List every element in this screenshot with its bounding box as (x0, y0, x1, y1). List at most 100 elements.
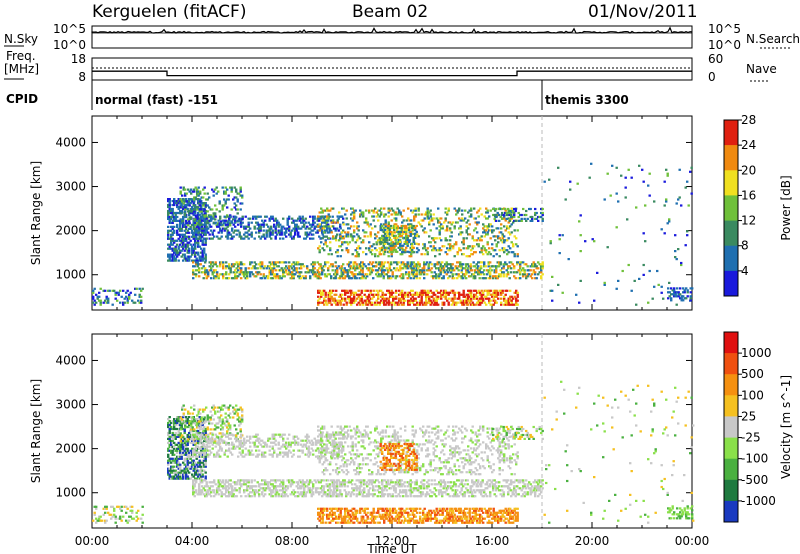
echo-cell (180, 229, 183, 232)
echo-cell (493, 271, 496, 274)
echo-cell (328, 265, 331, 268)
echo-cell (208, 449, 211, 452)
echo-cell (376, 271, 379, 274)
echo-cell (250, 453, 253, 456)
echo-cell (179, 186, 182, 189)
echo-cell (429, 303, 432, 306)
echo-cell (214, 428, 217, 431)
echo-cell (232, 223, 235, 226)
echo-cell (294, 273, 297, 276)
echo-cell (98, 299, 101, 302)
echo-cell (176, 239, 179, 242)
echo-cell (174, 257, 177, 260)
echo-cell (93, 303, 96, 306)
echo-cell (677, 293, 680, 296)
echo-cell (301, 219, 304, 222)
echo-cell (401, 247, 404, 250)
echo-cell (206, 198, 209, 201)
echo-cell (390, 261, 393, 264)
echo-cell (405, 267, 408, 270)
echo-cell (390, 295, 393, 298)
echo-cell (273, 223, 276, 226)
echo-cell (332, 289, 335, 292)
echo-cell (400, 273, 403, 276)
echo-cell (210, 441, 213, 444)
echo-cell (432, 275, 435, 278)
echo-cell (279, 223, 282, 226)
echo-cell (402, 299, 405, 302)
echo-cell (492, 229, 495, 232)
echo-cell (304, 275, 307, 278)
echo-cell (291, 275, 294, 278)
echo-cell (498, 289, 501, 292)
echo-cell (338, 245, 341, 248)
echo-cell (208, 237, 211, 240)
echo-cell (413, 217, 416, 220)
echo-cell (282, 273, 285, 276)
echo-cell (192, 247, 195, 250)
echo-cell (174, 245, 177, 248)
echo-cell (484, 265, 487, 268)
echo-cell (167, 243, 170, 246)
echo-cell (321, 291, 324, 294)
echo-cell (462, 303, 465, 306)
echo-cell (225, 443, 228, 446)
echo-cell (212, 194, 215, 197)
echo-cell (330, 291, 333, 294)
echo-cell (243, 227, 246, 230)
echo-cell (318, 273, 321, 276)
echo-cell (167, 447, 170, 450)
echo-cell (485, 225, 488, 228)
echo-cell (271, 215, 274, 218)
echo-cell (386, 301, 389, 304)
echo-cell (253, 275, 256, 278)
echo-cell (514, 219, 517, 222)
echo-cell (306, 231, 309, 234)
echo-cell (197, 194, 200, 197)
echo-cell (237, 265, 240, 268)
echo-cell (186, 475, 189, 478)
echo-cell (430, 263, 433, 266)
echo-cell (353, 299, 356, 302)
echo-cell (324, 261, 327, 264)
echo-cell (189, 225, 192, 228)
echo-cell (244, 267, 247, 270)
echo-cell (309, 269, 312, 272)
echo-cell (237, 445, 240, 448)
echo-cell (184, 426, 187, 429)
echo-cell (450, 235, 453, 238)
echo-cell (183, 449, 186, 452)
echo-cell (201, 259, 204, 262)
echo-cell (357, 237, 360, 240)
echo-cell (433, 265, 436, 268)
echo-cell (168, 211, 171, 215)
echo-cell (682, 291, 685, 294)
echo-cell (419, 299, 422, 302)
echo-cell (541, 267, 544, 270)
echo-cell (434, 237, 437, 240)
echo-cell (116, 291, 119, 294)
echo-cell (204, 257, 207, 260)
echo-cell (189, 207, 192, 211)
echo-cell (280, 227, 283, 230)
echo-cell (209, 416, 212, 419)
echo-cell (397, 230, 400, 233)
echo-cell (526, 273, 529, 276)
echo-cell (225, 235, 228, 238)
echo-cell (617, 279, 620, 282)
echo-cell (203, 425, 206, 429)
echo-cell (236, 198, 239, 201)
echo-cell (532, 265, 535, 268)
echo-cell (170, 225, 173, 228)
echo-cell (480, 289, 483, 292)
echo-cell (330, 289, 333, 292)
echo-cell (270, 225, 273, 228)
echo-cell (405, 224, 408, 228)
echo-cell (194, 196, 197, 199)
echo-cell (185, 438, 188, 441)
echo-cell (412, 277, 415, 280)
echo-cell (411, 301, 414, 304)
echo-cell (201, 213, 204, 217)
echo-cell (190, 188, 193, 191)
echo-cell (228, 263, 231, 266)
